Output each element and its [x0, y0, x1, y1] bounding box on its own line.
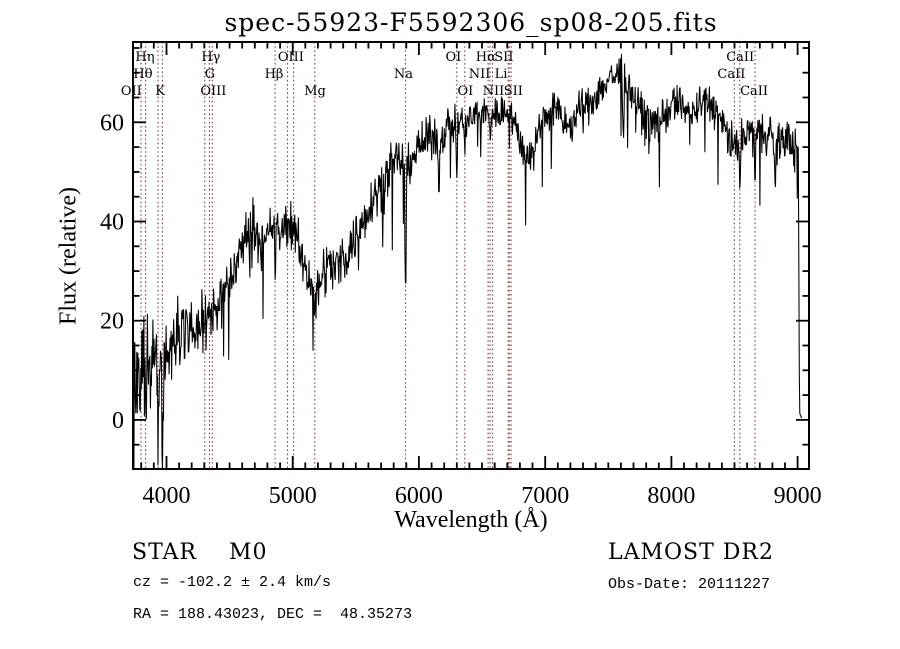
spectral-line-label: CaII [717, 67, 746, 82]
spectrum-trace [133, 53, 803, 469]
cz-value: cz = -102.2 ± 2.4 km/s [133, 574, 332, 591]
plot-frame [132, 41, 810, 470]
spectral-line-label: Na [393, 67, 413, 82]
y-tick-label: 0 [112, 408, 124, 434]
spectral-line-label: OI [445, 50, 462, 65]
spectral-line-label: CaII [726, 50, 755, 65]
spectral-line-label: NII [482, 84, 505, 99]
ra-dec-coordinates: RA = 188.43023, DEC = 48.35273 [133, 606, 413, 623]
spectral-line-label: K [155, 84, 165, 99]
plot-title: spec-55923-F5592306_sp08-205.fits [224, 8, 718, 37]
survey-label: LAMOST DR2 [608, 540, 774, 565]
x-tick-label: 5000 [269, 483, 317, 509]
x-tick-label: 4000 [143, 483, 191, 509]
spectral-line-label: Hθ [133, 67, 153, 82]
x-axis-title: Wavelength (Å) [394, 507, 548, 533]
spectral-line-label: Li [494, 67, 508, 82]
spectral-line-label: Mg [304, 84, 326, 99]
spectral-line-label: OIII [200, 84, 227, 99]
y-axis-title: Flux (relative) [55, 187, 82, 325]
spectral-line-label: Hα [475, 50, 496, 65]
obs-date: Obs-Date: 20111227 [608, 576, 771, 593]
y-tick-label: 60 [100, 110, 124, 136]
spectral-line-label: OI [457, 84, 474, 99]
axis-ticks [133, 42, 809, 469]
x-tick-label: 8000 [647, 483, 695, 509]
spectral-line-label: SII [503, 84, 523, 99]
x-tick-label: 6000 [395, 483, 443, 509]
spectral-line-label: OII [120, 84, 142, 99]
spectral-line-label: NII [468, 67, 491, 82]
y-tick-label: 40 [100, 210, 124, 236]
spectral-line-label: SII [494, 50, 514, 65]
spectral-line-label: OIII [277, 50, 304, 65]
spectral-line-label: Hη [135, 50, 155, 65]
spectral-line-label: Hβ [264, 67, 284, 82]
spectral-line-label: G [204, 67, 216, 82]
x-tick-label: 9000 [774, 483, 822, 509]
y-tick-label: 20 [100, 309, 124, 335]
object-type-label: STAR M0 [132, 540, 268, 565]
spectral-line-markers [140, 42, 756, 469]
spectral-line-label: Hγ [201, 50, 221, 65]
spectral-line-label: CaII [740, 84, 769, 99]
x-tick-label: 7000 [521, 483, 569, 509]
